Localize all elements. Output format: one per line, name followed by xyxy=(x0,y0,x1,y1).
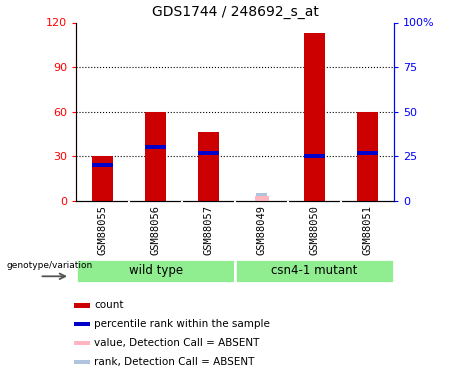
Title: GDS1744 / 248692_s_at: GDS1744 / 248692_s_at xyxy=(152,5,319,19)
Bar xyxy=(255,196,268,201)
Text: GSM88049: GSM88049 xyxy=(257,205,266,255)
Bar xyxy=(145,146,166,149)
Text: value, Detection Call = ABSENT: value, Detection Call = ABSENT xyxy=(94,338,260,348)
Bar xyxy=(74,341,90,345)
Text: csn4-1 mutant: csn4-1 mutant xyxy=(272,264,358,278)
Text: wild type: wild type xyxy=(129,264,183,278)
Bar xyxy=(304,33,325,201)
Bar xyxy=(76,259,235,283)
Bar xyxy=(92,156,113,201)
Bar xyxy=(357,151,378,155)
Bar xyxy=(74,322,90,327)
Text: GSM88051: GSM88051 xyxy=(363,205,372,255)
Bar xyxy=(256,193,267,196)
Bar xyxy=(198,132,219,201)
Bar xyxy=(357,112,378,201)
Bar xyxy=(304,154,325,158)
Text: GSM88057: GSM88057 xyxy=(204,205,213,255)
Text: GSM88056: GSM88056 xyxy=(151,205,160,255)
Bar xyxy=(74,303,90,307)
Bar xyxy=(198,151,219,155)
Text: GSM88050: GSM88050 xyxy=(310,205,319,255)
Text: count: count xyxy=(94,300,124,310)
Text: percentile rank within the sample: percentile rank within the sample xyxy=(94,319,270,329)
Bar xyxy=(235,259,394,283)
Bar xyxy=(145,112,166,201)
Bar xyxy=(92,163,113,167)
Text: genotype/variation: genotype/variation xyxy=(6,261,92,270)
Text: rank, Detection Call = ABSENT: rank, Detection Call = ABSENT xyxy=(94,357,254,367)
Bar xyxy=(74,360,90,364)
Text: GSM88055: GSM88055 xyxy=(98,205,107,255)
